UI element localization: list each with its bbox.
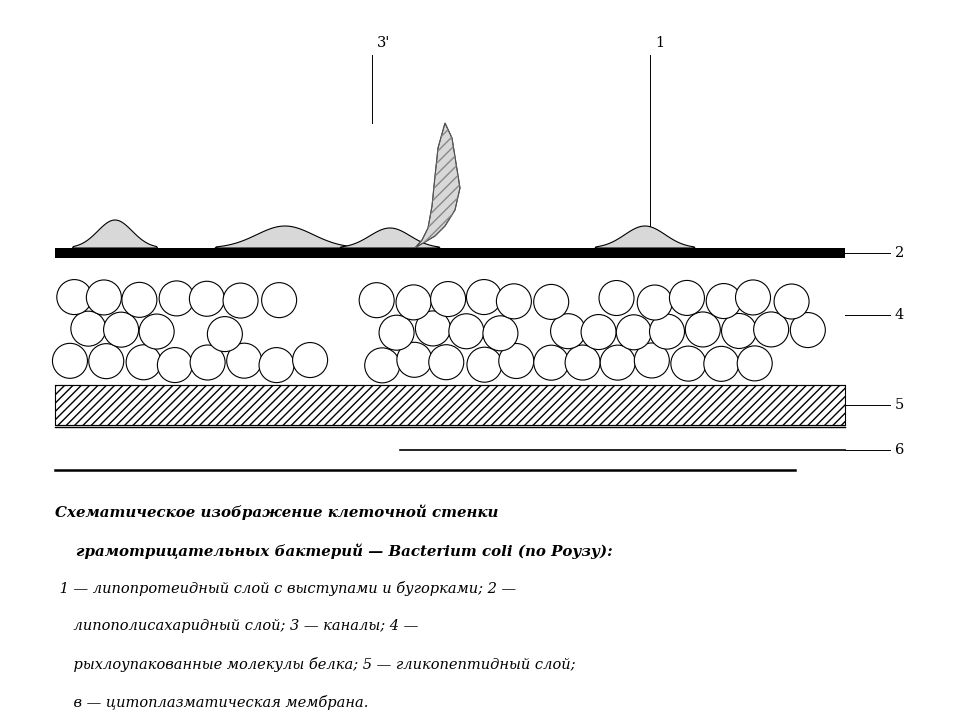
Circle shape (754, 312, 789, 347)
Circle shape (467, 347, 502, 382)
Circle shape (635, 343, 669, 378)
Polygon shape (415, 123, 460, 248)
Text: 1: 1 (655, 36, 664, 50)
Circle shape (86, 280, 121, 315)
Circle shape (534, 284, 568, 320)
Text: 4: 4 (895, 308, 904, 322)
Polygon shape (215, 226, 355, 248)
Circle shape (599, 281, 634, 315)
Circle shape (396, 285, 431, 320)
Text: 5: 5 (895, 398, 904, 412)
Circle shape (735, 280, 771, 315)
Circle shape (669, 280, 705, 315)
Text: 3': 3' (377, 36, 391, 50)
Circle shape (139, 314, 174, 349)
Circle shape (704, 346, 739, 382)
Circle shape (104, 312, 138, 347)
Circle shape (551, 314, 586, 348)
Circle shape (671, 346, 706, 381)
Circle shape (396, 342, 432, 377)
Circle shape (650, 314, 684, 349)
Circle shape (790, 312, 826, 348)
Polygon shape (340, 228, 440, 248)
Text: рыхлоупакованные молекулы белка; 5 — гликопептидный слой;: рыхлоупакованные молекулы белка; 5 — гли… (55, 657, 575, 672)
Circle shape (581, 315, 616, 349)
Bar (55, 248, 845, 258)
Circle shape (685, 312, 720, 347)
Circle shape (227, 343, 262, 378)
Circle shape (189, 282, 225, 316)
Circle shape (431, 282, 466, 317)
Circle shape (157, 348, 192, 382)
Text: грамотрицательных бактерий — Bacterium coli (по Роузу):: грамотрицательных бактерий — Bacterium c… (55, 543, 612, 559)
Text: в — цитоплазматическая мембрана.: в — цитоплазматическая мембрана. (55, 695, 369, 710)
Circle shape (499, 343, 534, 379)
Circle shape (57, 279, 92, 315)
Circle shape (722, 313, 756, 348)
Circle shape (416, 311, 450, 346)
Circle shape (600, 345, 636, 380)
Circle shape (534, 345, 568, 380)
Circle shape (259, 348, 294, 382)
Bar (55, 385, 845, 425)
Text: липополисахаридный слой; 3 — каналы; 4 —: липополисахаридный слой; 3 — каналы; 4 — (55, 619, 419, 633)
Circle shape (737, 346, 772, 381)
Circle shape (207, 317, 242, 351)
Circle shape (565, 345, 600, 380)
Circle shape (122, 282, 156, 318)
Circle shape (53, 343, 87, 378)
Circle shape (71, 311, 106, 346)
Polygon shape (595, 226, 695, 248)
Circle shape (774, 284, 809, 319)
Circle shape (126, 345, 161, 379)
Circle shape (496, 284, 532, 319)
Circle shape (379, 315, 414, 350)
Circle shape (159, 281, 194, 316)
Text: 2: 2 (895, 246, 904, 260)
Bar (55, 248, 845, 258)
Circle shape (190, 345, 225, 380)
Polygon shape (73, 220, 157, 248)
Circle shape (262, 283, 297, 318)
Circle shape (429, 345, 464, 379)
Circle shape (88, 343, 124, 379)
Circle shape (365, 348, 399, 383)
Text: 1 — липопротеидный слой с выступами и бугорками; 2 —: 1 — липопротеидный слой с выступами и бу… (55, 581, 516, 596)
Circle shape (223, 283, 258, 318)
Text: 6: 6 (895, 443, 904, 457)
Circle shape (616, 315, 651, 350)
Circle shape (359, 283, 395, 318)
Circle shape (293, 343, 327, 377)
Circle shape (483, 316, 518, 351)
Text: Схематическое изображение клеточной стенки: Схематическое изображение клеточной стен… (55, 505, 498, 521)
Circle shape (467, 279, 501, 315)
Circle shape (449, 314, 484, 348)
Circle shape (707, 284, 741, 318)
Circle shape (637, 285, 672, 320)
